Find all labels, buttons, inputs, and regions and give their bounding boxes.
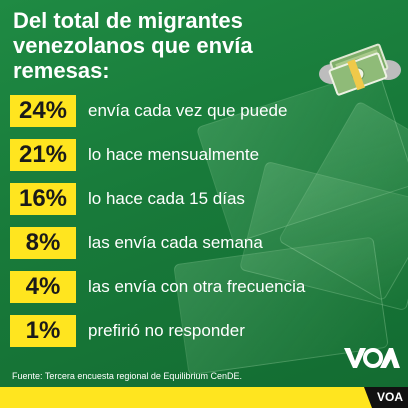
stat-label: envía cada vez que puede [88,101,288,120]
stat-row: 4% las envía con otra frecuencia [10,271,305,303]
footer-notch [364,387,372,408]
footer-brand-tab: VOA [372,387,408,408]
stat-percentage: 21% [10,139,76,171]
stat-label: lo hace mensualmente [88,145,260,164]
stat-label: las envía cada semana [88,233,263,252]
stat-row: 1% prefirió no responder [10,315,245,347]
stat-row: 8% las envía cada semana [10,227,263,259]
footer-bar [0,387,408,408]
stat-percentage: 16% [10,183,76,215]
stat-percentage: 1% [10,315,76,347]
stat-row: 16% lo hace cada 15 días [10,183,245,215]
stat-percentage: 4% [10,271,76,303]
source-note: Fuente: Tercera encuesta regional de Equ… [12,371,242,381]
stat-percentage: 8% [10,227,76,259]
stat-percentage: 24% [10,95,76,127]
stat-label: las envía con otra frecuencia [88,277,306,296]
stat-label: prefirió no responder [88,321,245,340]
voa-logo [344,348,400,368]
stat-row: 21% lo hace mensualmente [10,139,259,171]
stat-row: 24% envía cada vez que puede [10,95,287,127]
infographic-title: Del total de migrantes venezolanos que e… [13,8,253,83]
money-bills-icon [319,43,401,96]
stat-label: lo hace cada 15 días [88,189,245,208]
